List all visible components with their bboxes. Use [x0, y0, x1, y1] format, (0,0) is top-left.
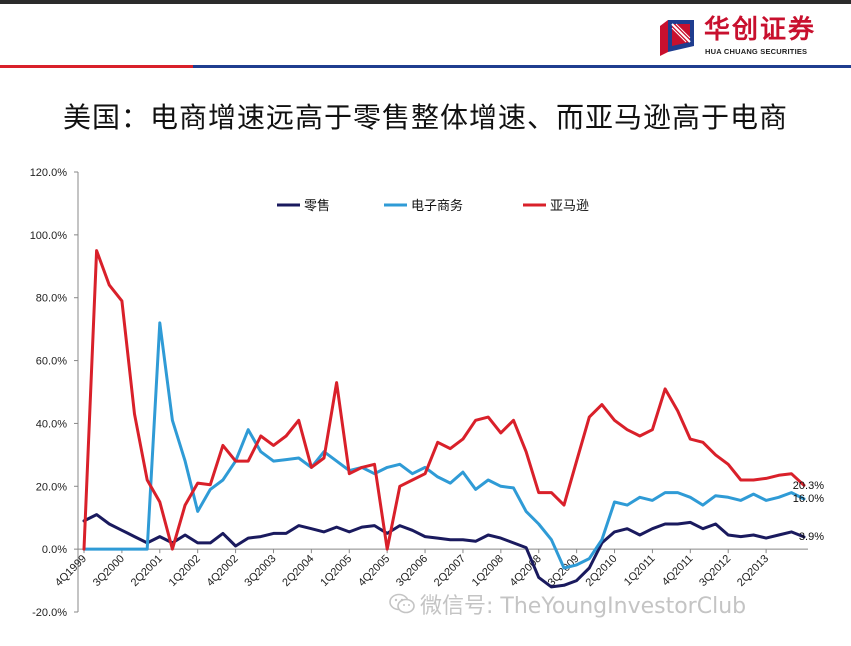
wechat-icon: [388, 592, 416, 622]
y-tick-label: 80.0%: [36, 293, 67, 305]
legend-label: 零售: [304, 198, 330, 214]
x-tick-label: 1Q2011: [622, 553, 658, 589]
x-tick-label: 3Q2000: [91, 553, 127, 589]
x-tick-label: 2Q2004: [280, 553, 316, 589]
y-tick-label: 40.0%: [36, 418, 67, 430]
end-value-label: 16.0%: [793, 493, 824, 505]
brand-mark-icon: [660, 20, 694, 56]
x-tick-label: 3Q2006: [394, 553, 430, 589]
y-tick-label: 100.0%: [30, 230, 68, 242]
end-labels: 20.3%16.0% 3.9%: [793, 480, 824, 543]
series-line-1: [82, 513, 806, 589]
x-tick-label: 1Q2008: [470, 553, 506, 589]
x-tick-label: 1Q2005: [318, 553, 354, 589]
header-rule-blue: [193, 65, 851, 68]
y-tick-label: 0.0%: [42, 544, 67, 556]
series-line-2: [82, 321, 806, 570]
x-tick-label: 4Q2002: [205, 553, 241, 589]
x-tick-label: 4Q2005: [356, 553, 392, 589]
end-value-label: 20.3%: [793, 480, 824, 492]
y-axis: -20.0% 0.0% 20.0% 40.0% 60.0% 80.0% 100.0% 120.…: [30, 167, 79, 619]
x-axis: 4Q1999 3Q2000 2Q2001 1Q2002 4Q2002 3Q2003 2Q20…: [53, 548, 808, 589]
page-title: 美国：电商增速远高于零售整体增速、而亚马逊高于电商: [62, 101, 788, 134]
x-tick-label: 1Q2002: [167, 553, 203, 589]
chart-legend: 零售 电子商务 亚马逊: [277, 198, 589, 214]
series-line-3: [82, 249, 806, 551]
line-chart: -20.0% 0.0% 20.0% 40.0% 60.0% 80.0% 100.0% 120.…: [30, 167, 825, 619]
top-border: [0, 0, 851, 4]
brand-name: 华创证券: [704, 15, 817, 45]
x-tick-label: 2Q2007: [432, 553, 468, 589]
y-tick-label: -20.0%: [32, 607, 67, 619]
x-tick-label: 4Q2011: [660, 553, 696, 589]
x-tick-label: 3Q2009: [546, 553, 582, 589]
x-tick-label: 2Q2001: [129, 553, 165, 589]
x-tick-label: 4Q2008: [508, 553, 544, 589]
brand-subname: HUA CHUANG SECURITIES: [705, 47, 808, 56]
header-rule-red: [0, 65, 193, 68]
legend-label: 亚马逊: [550, 199, 589, 214]
y-tick-label: 120.0%: [30, 167, 68, 179]
x-tick-label: 4Q1999: [53, 553, 89, 589]
x-tick-label: 3Q2012: [697, 553, 733, 589]
series-layer: [82, 249, 806, 589]
x-tick-label: 3Q2003: [242, 553, 278, 589]
watermark: 微信号: TheYoungInvestorClub: [388, 588, 746, 622]
legend-label: 电子商务: [411, 198, 463, 214]
watermark-text: 微信号: TheYoungInvestorClub: [420, 594, 747, 619]
brand-logo: 华创证券 HUA CHUANG SECURITIES: [658, 14, 843, 60]
y-tick-label: 60.0%: [36, 356, 67, 368]
y-tick-label: 20.0%: [36, 481, 67, 493]
x-tick-label: 2Q2013: [735, 553, 771, 589]
end-value-label: 3.9%: [799, 531, 824, 543]
